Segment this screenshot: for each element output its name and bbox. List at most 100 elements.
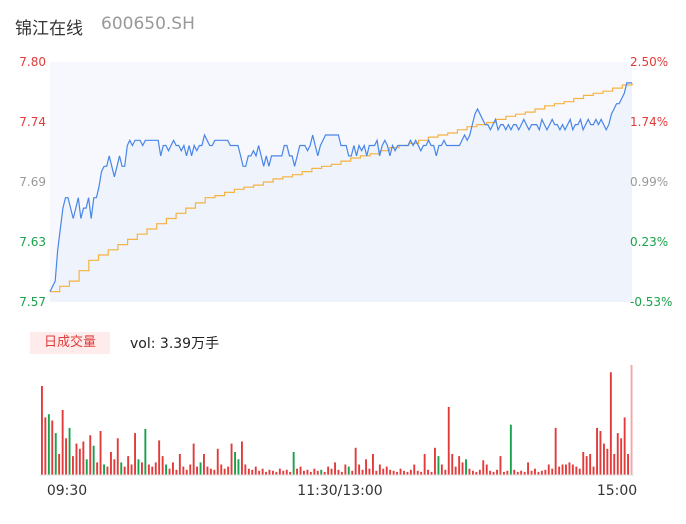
volume-bar	[65, 438, 67, 475]
volume-bar	[258, 470, 261, 475]
volume-bar	[368, 468, 371, 475]
volume-bar	[78, 448, 81, 475]
volume-bar	[54, 433, 57, 475]
volume-bar	[465, 459, 467, 475]
volume-bar	[47, 414, 50, 475]
percent-tick-label: -0.53%	[630, 295, 672, 309]
volume-summary: vol: 3.39万手	[130, 336, 220, 352]
volume-bar	[137, 459, 140, 475]
volume-bar	[547, 464, 550, 475]
volume-bar	[206, 466, 209, 475]
volume-bar	[172, 462, 174, 475]
volume-bar	[516, 471, 519, 475]
volume-bar	[375, 470, 378, 475]
volume-bar	[499, 456, 502, 475]
volume-bar	[299, 466, 302, 475]
volume-bar	[506, 470, 509, 475]
volume-bar	[178, 454, 181, 475]
volume-bar	[223, 468, 226, 475]
volume-bar	[361, 469, 364, 475]
volume-bar	[351, 470, 354, 475]
volume-bar	[396, 471, 398, 475]
volume-bar	[227, 466, 230, 475]
volume-bar	[344, 464, 347, 475]
time-tick-label: 11:30/13:00	[297, 483, 382, 499]
volume-bar	[203, 454, 205, 475]
volume-bar	[247, 468, 250, 475]
volume-bar	[520, 470, 523, 475]
volume-bar	[244, 464, 247, 475]
volume-bar	[216, 448, 219, 475]
volume-bar	[199, 462, 202, 475]
volume-bar	[392, 470, 395, 475]
volume-bar	[451, 454, 454, 475]
volume-bar	[413, 464, 416, 475]
volume-bar	[323, 471, 326, 475]
volume-bar	[99, 431, 102, 475]
volume-bar	[120, 462, 123, 475]
price-tick-label: 7.80	[19, 55, 46, 69]
volume-bars	[41, 365, 633, 475]
volume-bar	[185, 469, 188, 475]
volume-bar	[82, 441, 85, 475]
percent-axis: 2.50% 1.74% 0.99% 0.23% -0.53%	[630, 55, 672, 309]
volume-bar	[261, 468, 264, 475]
stock-code: 600650.SH	[101, 14, 195, 34]
volume-bar	[461, 462, 464, 475]
volume-bar	[72, 456, 74, 475]
volume-bar	[527, 462, 529, 475]
volume-bar	[468, 468, 471, 475]
price-tick-label: 7.74	[19, 115, 46, 129]
volume-bar	[237, 459, 240, 475]
volume-bar	[434, 447, 436, 475]
volume-bar	[406, 471, 409, 475]
percent-tick-label: 2.50%	[630, 55, 668, 69]
time-axis: 09:30 11:30/13:00 15:00	[47, 483, 637, 499]
volume-bar	[127, 456, 130, 475]
volume-bar	[478, 469, 481, 475]
volume-bar	[551, 468, 554, 475]
volume-bar	[303, 470, 305, 475]
volume-bar	[454, 466, 457, 475]
time-tick-label: 09:30	[47, 483, 87, 499]
volume-bar	[213, 469, 216, 475]
volume-bar	[596, 427, 598, 475]
volume-bar	[234, 452, 236, 475]
volume-bar	[44, 417, 47, 475]
volume-bar	[113, 459, 116, 475]
volume-bar	[272, 470, 274, 475]
volume-bar	[161, 456, 164, 475]
volume-bar	[254, 466, 257, 475]
volume-bar	[571, 464, 574, 475]
volume-bar	[151, 466, 154, 475]
volume-bar	[430, 471, 433, 475]
volume-bar	[623, 417, 626, 475]
volume-bar	[585, 456, 588, 475]
volume-bar	[182, 466, 185, 475]
price-area	[50, 82, 632, 303]
volume-bar	[427, 469, 429, 475]
volume-bar	[558, 466, 561, 475]
stock-name: 锦江在线	[15, 19, 83, 39]
price-axis: 7.80 7.74 7.69 7.63 7.57	[19, 55, 46, 309]
volume-bar	[230, 443, 233, 475]
volume-bar	[385, 466, 388, 475]
volume-bar	[251, 469, 254, 475]
volume-bar	[540, 470, 543, 475]
volume-bar	[530, 470, 533, 475]
volume-bar	[578, 468, 581, 475]
volume-bar	[154, 462, 157, 475]
volume-bar	[265, 471, 267, 475]
volume-bar	[309, 471, 312, 475]
volume-bar	[103, 464, 105, 475]
volume-bar	[575, 466, 578, 475]
volume-bar	[268, 469, 271, 475]
volume-bar	[296, 468, 298, 475]
volume-bar	[561, 464, 564, 475]
volume-bar	[327, 466, 330, 475]
volume-bar	[589, 454, 592, 475]
volume-bar	[51, 420, 54, 475]
volume-bar	[61, 410, 64, 475]
volume-tab[interactable]: 日成交量	[30, 332, 110, 354]
